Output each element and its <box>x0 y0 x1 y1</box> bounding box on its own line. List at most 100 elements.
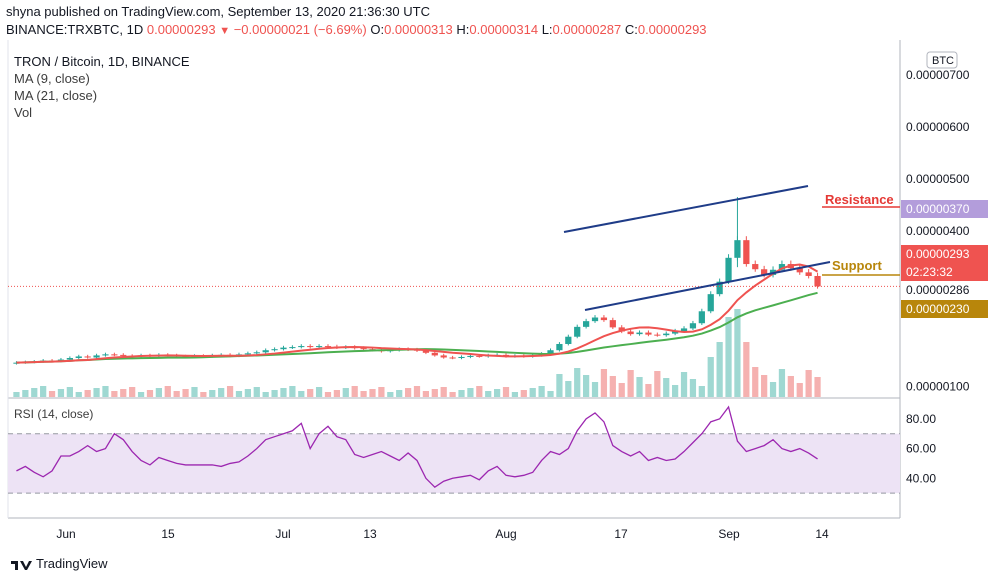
rsi-legend[interactable]: RSI (14, close) <box>14 407 94 421</box>
volume-bar <box>440 387 447 397</box>
candle-body <box>583 321 590 327</box>
ohlc-line: BINANCE:TRXBTC, 1D 0.00000293 ▼ −0.00000… <box>6 22 707 37</box>
volume-bar <box>315 387 323 397</box>
candle-body <box>458 356 465 359</box>
volume-bar <box>40 386 47 397</box>
rsi-tick-label: 60.00 <box>906 442 936 456</box>
moving-averages <box>8 263 900 364</box>
volume-bar <box>672 385 679 397</box>
volume-bar <box>591 382 599 397</box>
candle-body <box>636 332 643 335</box>
candle-body <box>360 348 367 350</box>
volume-bar <box>48 391 56 397</box>
volume-bar <box>663 378 670 397</box>
candle-body <box>680 328 688 332</box>
volume-bar <box>778 369 786 397</box>
currency-badge <box>926 51 958 69</box>
volume-bar <box>66 387 73 397</box>
chart-title[interactable]: TRON / Bitcoin, 1D, BINANCE <box>14 54 190 69</box>
countdown-badge <box>901 263 988 281</box>
volume-bar <box>529 388 536 397</box>
indicator-legend: TRON / Bitcoin, 1D, BINANCE MA (9, close… <box>14 53 190 121</box>
rsi-tick-label: 80.00 <box>906 412 936 426</box>
volume-bar <box>13 392 20 397</box>
price-tick-label: 0.00000600 <box>906 120 970 134</box>
vol-legend[interactable]: Vol <box>14 105 33 120</box>
volume-bar <box>387 392 394 397</box>
volume-bar <box>583 375 590 397</box>
open-label: O: <box>370 22 385 37</box>
support-price-badge-text: 0.00000230 <box>906 302 970 316</box>
rsi-tick-label: 40.00 <box>906 471 936 485</box>
volume-bar <box>351 386 358 397</box>
candle-body <box>84 356 91 358</box>
volume-bar <box>218 388 225 397</box>
candle-body <box>280 347 287 350</box>
candle-body <box>778 264 786 270</box>
candle-body <box>752 264 759 270</box>
volume-bar <box>75 392 82 397</box>
ma9-legend[interactable]: MA (9, close) <box>14 71 90 86</box>
candle-body <box>618 327 625 332</box>
volume-bar <box>707 357 714 397</box>
lower-trendline <box>584 261 831 311</box>
time-tick-label: 13 <box>363 527 377 541</box>
candle-body <box>716 281 723 295</box>
volume-bar <box>200 392 207 397</box>
volume-bar <box>324 392 332 397</box>
volume-bar <box>289 386 296 397</box>
candle-body <box>315 346 323 348</box>
volume-bar <box>146 390 154 397</box>
volume-bar <box>698 386 705 397</box>
ma21-legend[interactable]: MA (21, close) <box>14 88 98 103</box>
candle-body <box>707 294 714 312</box>
time-tick-label: 17 <box>614 527 628 541</box>
volume-bar <box>734 309 741 397</box>
volume-bar <box>600 369 608 397</box>
low-label: L: <box>541 22 553 37</box>
volume-bars <box>13 309 821 397</box>
candle-body <box>574 326 581 337</box>
volume-bar <box>796 383 803 397</box>
volume-bar <box>262 392 269 397</box>
resistance-label: Resistance <box>825 192 894 207</box>
symbol[interactable]: BINANCE:TRXBTC, 1D <box>6 22 144 37</box>
published-line: shyna published on TradingView.com, Sept… <box>6 4 430 19</box>
last-price-badge <box>901 245 988 263</box>
volume-bar <box>609 376 616 397</box>
candle-body <box>13 362 20 364</box>
volume-bar <box>22 390 29 397</box>
price-tick-label: 0.00000500 <box>906 172 970 186</box>
candle-body <box>75 356 82 359</box>
candle-body <box>440 355 447 358</box>
candle-body <box>66 358 73 360</box>
volume-bar <box>164 386 171 397</box>
candle-body <box>663 333 670 336</box>
candle-body <box>609 320 616 328</box>
candle-body <box>591 317 599 322</box>
volume-bar <box>502 387 510 397</box>
volume-bar <box>485 391 492 397</box>
volume-bar <box>493 389 501 397</box>
candle-body <box>298 346 305 348</box>
volume-bar <box>57 389 65 397</box>
candle-body <box>449 357 456 359</box>
down-arrow-icon: ▼ <box>219 25 231 37</box>
price-tick-label: 0.00000700 <box>906 68 970 82</box>
candle-body <box>547 350 554 354</box>
volume-bar <box>814 377 821 397</box>
volume-bar <box>360 391 367 397</box>
candle-body <box>431 352 438 356</box>
candle-body <box>565 336 572 344</box>
time-tick-label: Aug <box>495 527 516 541</box>
volume-bar <box>654 371 661 397</box>
volume-bar <box>725 317 732 397</box>
close-value: 0.00000293 <box>637 22 707 37</box>
footer-brand[interactable]: TradingView <box>10 556 108 571</box>
time-tick-label: 15 <box>161 527 175 541</box>
candle-body <box>814 275 821 287</box>
price-change: −0.00000021 (−6.69%) <box>233 22 367 37</box>
price-tick-label: 0.00000100 <box>906 380 970 394</box>
candle-body <box>476 355 483 357</box>
high-value: 0.00000314 <box>469 22 539 37</box>
